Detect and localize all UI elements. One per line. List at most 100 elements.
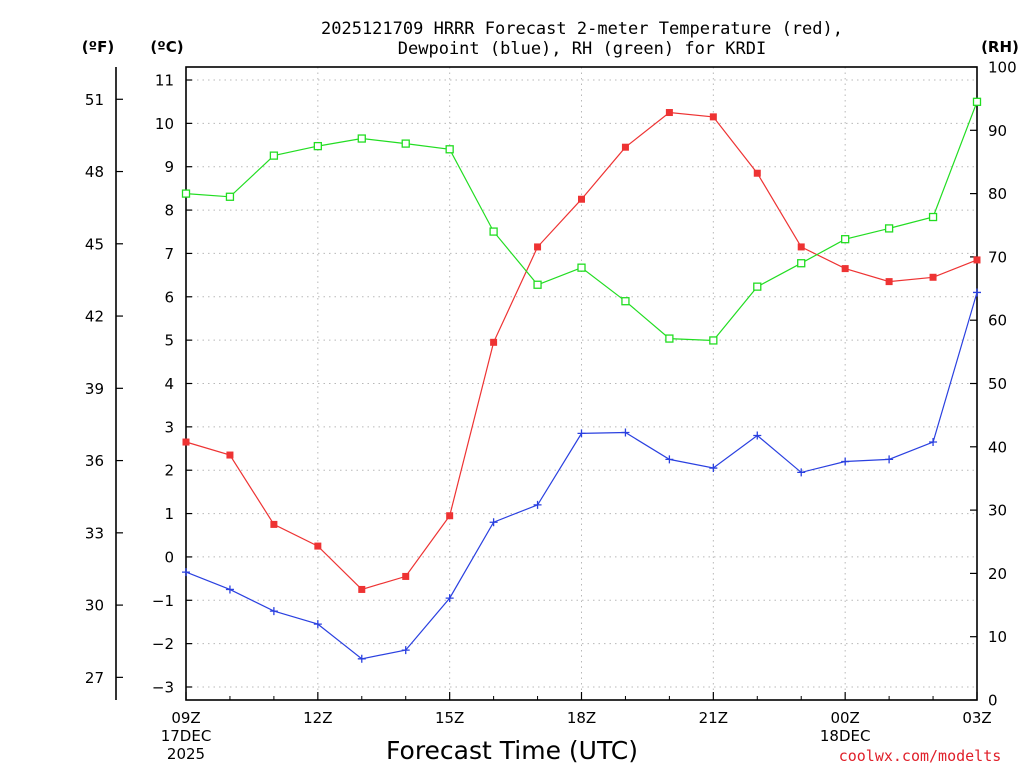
celsius-tick-label: 6 [164,288,174,306]
data-point-marker [181,189,191,198]
rh-tick-label: 50 [988,375,1007,393]
celsius-tick-label: 8 [164,202,174,220]
fahrenheit-tick-label: 39 [85,380,104,398]
fahrenheit-tick-label: 30 [85,597,104,615]
fahrenheit-tick-label: 27 [85,669,104,687]
data-point-marker [973,256,981,264]
celsius-tick-label: 10 [155,115,174,133]
data-point-marker [841,457,850,466]
data-point-marker [489,518,498,527]
data-point-marker [446,512,454,520]
data-point-marker [753,169,761,177]
data-point-marker [709,336,718,345]
data-point-marker [577,429,586,438]
axes [115,66,978,701]
celsius-tick-label: 0 [164,548,174,566]
data-point-marker [533,280,542,289]
data-point-marker [885,455,894,464]
rh-tick-label: 60 [988,312,1007,330]
celsius-tick-label: 9 [164,158,174,176]
celsius-tick-label: 3 [164,418,174,436]
tick-labels: −3−2−10123456789101127303336394245485101… [85,59,1017,764]
data-point-marker [182,438,190,446]
data-point-marker [225,192,235,201]
fahrenheit-unit-label: (ºF) [82,38,114,56]
rh-tick-label: 70 [988,248,1007,266]
rh-tick-label: 10 [988,628,1007,646]
series-rh [181,97,982,345]
data-point-marker [929,438,938,447]
fahrenheit-tick-label: 42 [85,308,104,326]
celsius-tick-label: 2 [164,462,174,480]
celsius-tick-label: 7 [164,245,174,263]
data-point-marker [489,227,498,236]
data-point-marker [753,431,762,440]
data-point-marker [797,259,806,268]
data-point-marker [928,212,938,222]
data-point-marker [401,139,410,148]
data-point-marker [445,145,454,154]
x-tick-date-label: 17DEC [161,727,212,745]
fahrenheit-tick-label: 33 [85,524,104,542]
credit-text: coolwx.com/modelts [839,747,1002,765]
celsius-tick-label: −3 [152,678,174,696]
rh-tick-label: 0 [988,692,998,710]
data-point-marker [841,265,849,273]
x-tick-label: 21Z [699,709,728,727]
data-point-marker [797,243,805,251]
data-point-marker [314,542,322,550]
data-point-marker [884,224,894,233]
celsius-tick-label: −2 [152,635,174,653]
chart-title-line-2: Dewpoint (blue), RH (green) for KRDI [398,39,766,59]
data-point-marker [665,109,673,117]
fahrenheit-tick-label: 36 [85,452,104,470]
x-tick-label: 15Z [435,709,464,727]
x-tick-label: 03Z [962,709,991,727]
rh-tick-label: 90 [988,122,1007,140]
data-point-marker [358,585,366,593]
data-point-marker [973,288,981,297]
x-tick-label: 18Z [567,709,596,727]
data-point-marker [972,97,982,106]
rh-tick-label: 80 [988,185,1007,203]
grid-lines [186,67,977,700]
celsius-tick-label: 4 [164,375,174,393]
data-point-marker [929,273,937,281]
data-point-marker [797,468,806,477]
data-point-marker [357,134,366,143]
celsius-tick-label: 1 [164,505,174,523]
data-point-marker [578,195,585,203]
data-point-marker [753,282,762,291]
x-tick-label: 00Z [830,709,859,727]
rh-tick-label: 20 [988,565,1007,583]
celsius-tick-label: −1 [152,592,174,610]
series-line [185,292,978,660]
x-tick-year-label: 2025 [167,745,205,763]
fahrenheit-tick-label: 51 [85,91,104,109]
rh-tick-label: 100 [988,59,1017,77]
x-axis-label: Forecast Time (UTC) [386,736,638,765]
data-point-marker [225,585,234,594]
series-2-meter-temperature [182,109,981,593]
data-point-marker [621,297,630,306]
x-tick-label: 09Z [171,709,200,727]
data-point-marker [269,151,279,160]
series-line [185,111,978,591]
fahrenheit-tick-label: 48 [85,163,104,181]
data-point-marker [313,141,322,151]
celsius-tick-label: 5 [164,332,174,350]
data-point-marker [534,243,542,251]
data-point-marker [533,500,542,509]
data-point-marker [445,594,454,603]
data-point-marker [226,451,234,459]
rh-unit-label: (RH) [981,38,1019,56]
data-point-marker [709,464,718,473]
rh-tick-label: 40 [988,438,1007,456]
data-point-marker [709,113,717,121]
celsius-tick-label: 11 [155,72,174,90]
data-point-marker [621,428,630,437]
data-point-marker [490,338,498,346]
chart-title-line-1: 2025121709 HRRR Forecast 2-meter Tempera… [321,19,843,39]
data-point-marker [665,334,674,343]
series-dewpoint [182,288,981,663]
